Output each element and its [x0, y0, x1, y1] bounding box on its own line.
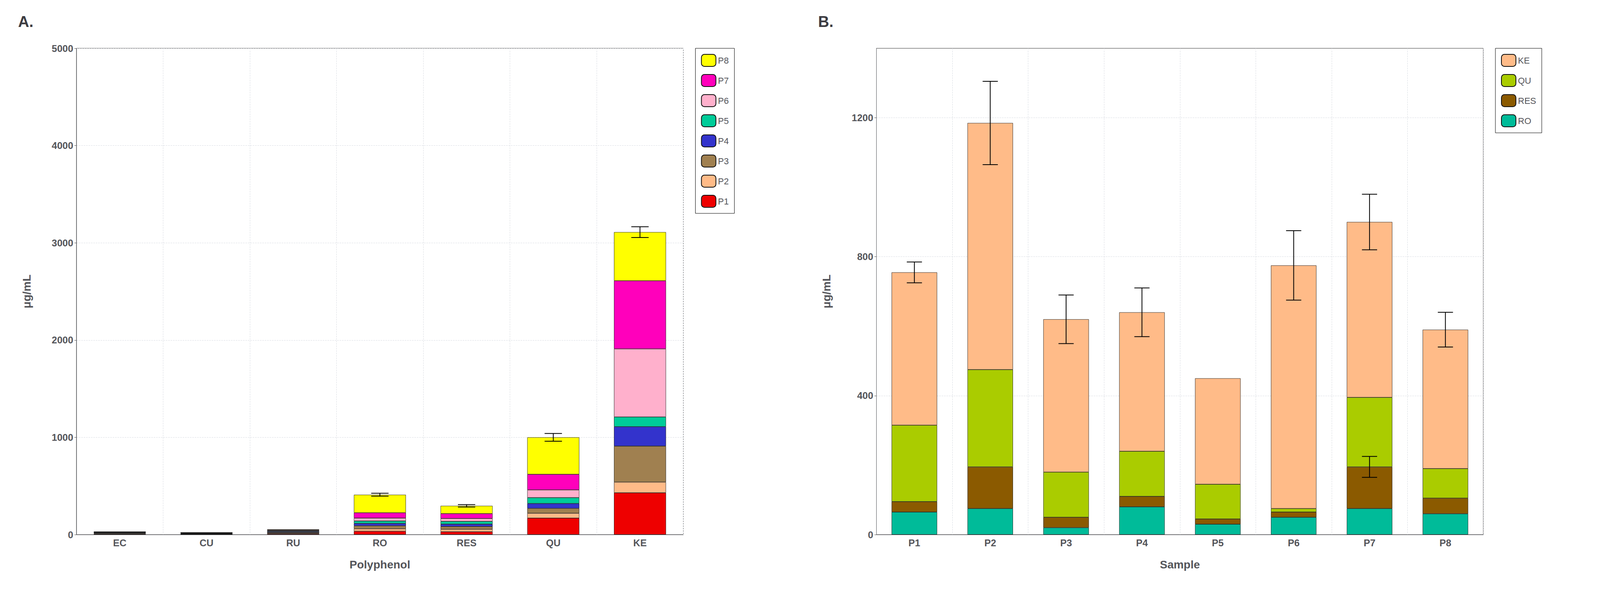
svg-text:μg/mL: μg/mL — [20, 274, 33, 309]
svg-text:P3: P3 — [1060, 537, 1072, 548]
svg-text:RO: RO — [372, 537, 388, 548]
svg-text:RES: RES — [456, 537, 477, 548]
svg-text:P5: P5 — [718, 115, 729, 126]
svg-text:0: 0 — [867, 529, 874, 540]
svg-text:0: 0 — [67, 529, 74, 540]
svg-text:QU: QU — [545, 537, 561, 548]
svg-text:QU: QU — [1517, 75, 1532, 86]
svg-text:P6: P6 — [718, 95, 729, 106]
svg-text:800: 800 — [856, 251, 874, 262]
svg-text:P2: P2 — [718, 176, 729, 187]
svg-text:400: 400 — [856, 389, 874, 401]
svg-text:P4: P4 — [718, 135, 729, 147]
svg-text:EC: EC — [113, 537, 127, 548]
svg-text:B.: B. — [818, 13, 834, 31]
svg-text:P2: P2 — [984, 537, 997, 548]
svg-text:P6: P6 — [1287, 537, 1300, 548]
svg-text:2000: 2000 — [51, 334, 74, 346]
svg-text:1200: 1200 — [851, 112, 874, 124]
svg-text:P5: P5 — [1211, 537, 1224, 548]
svg-text:P8: P8 — [718, 55, 729, 66]
svg-text:P4: P4 — [1136, 537, 1149, 548]
svg-text:P1: P1 — [908, 537, 921, 548]
svg-text:RU: RU — [286, 537, 301, 548]
svg-text:KE: KE — [1517, 55, 1530, 66]
svg-text:μg/mL: μg/mL — [820, 274, 833, 309]
svg-text:3000: 3000 — [51, 237, 74, 249]
svg-text:RES: RES — [1517, 95, 1537, 106]
svg-text:A.: A. — [18, 13, 34, 31]
svg-text:Sample: Sample — [1159, 558, 1201, 571]
svg-text:P7: P7 — [718, 75, 729, 86]
svg-text:RO: RO — [1517, 115, 1532, 126]
svg-text:5000: 5000 — [51, 43, 74, 54]
svg-text:CU: CU — [199, 537, 214, 548]
svg-text:1000: 1000 — [51, 431, 74, 443]
svg-text:4000: 4000 — [51, 140, 74, 151]
svg-text:Polyphenol: Polyphenol — [349, 558, 411, 571]
svg-text:KE: KE — [633, 537, 647, 548]
svg-text:P1: P1 — [718, 196, 729, 207]
svg-text:P7: P7 — [1363, 537, 1376, 548]
svg-text:P8: P8 — [1439, 537, 1452, 548]
svg-text:P3: P3 — [718, 156, 729, 167]
